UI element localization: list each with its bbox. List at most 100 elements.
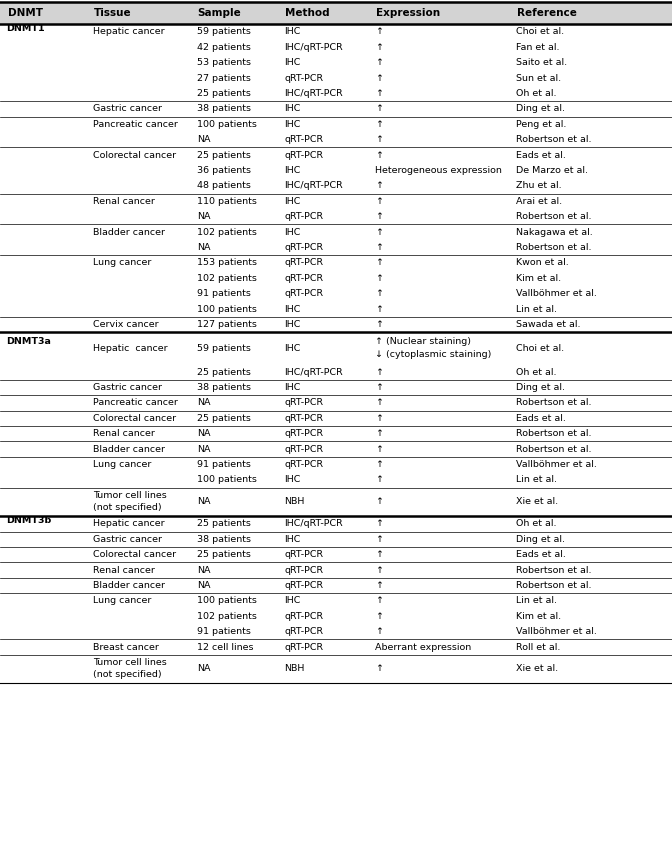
Text: qRT-PCR: qRT-PCR <box>284 289 323 298</box>
Text: Robertson et al.: Robertson et al. <box>516 399 591 407</box>
Text: Gastric cancer: Gastric cancer <box>93 105 162 113</box>
Text: ↑: ↑ <box>375 259 383 267</box>
Text: 25 patients: 25 patients <box>197 368 251 376</box>
Text: Eads et al.: Eads et al. <box>516 550 566 559</box>
Text: Robertson et al.: Robertson et al. <box>516 566 591 574</box>
Text: 25 patients: 25 patients <box>197 413 251 423</box>
Text: qRT-PCR: qRT-PCR <box>284 460 323 469</box>
Text: 36 patients: 36 patients <box>197 166 251 175</box>
Text: 153 patients: 153 patients <box>197 259 257 267</box>
Text: Colorectal cancer: Colorectal cancer <box>93 151 176 160</box>
Text: Robertson et al.: Robertson et al. <box>516 135 591 144</box>
Text: IHC: IHC <box>284 304 300 314</box>
Text: Pancreatic cancer: Pancreatic cancer <box>93 119 177 129</box>
Text: qRT-PCR: qRT-PCR <box>284 212 323 221</box>
Text: (not specified): (not specified) <box>93 503 161 511</box>
Text: 127 patients: 127 patients <box>197 320 257 329</box>
Text: Kim et al.: Kim et al. <box>516 612 561 621</box>
Text: ↑: ↑ <box>375 289 383 298</box>
Text: 110 patients: 110 patients <box>197 196 257 206</box>
Text: Renal cancer: Renal cancer <box>93 429 155 439</box>
Text: Choi et al.: Choi et al. <box>516 28 564 36</box>
Text: 27 patients: 27 patients <box>197 74 251 83</box>
Text: Heterogeneous expression: Heterogeneous expression <box>375 166 502 175</box>
Text: 48 patients: 48 patients <box>197 182 251 190</box>
Text: ↑: ↑ <box>375 413 383 423</box>
Text: ↑: ↑ <box>375 89 383 98</box>
Text: NA: NA <box>197 243 210 252</box>
Text: IHC: IHC <box>284 227 300 237</box>
Text: Tumor cell lines: Tumor cell lines <box>93 658 167 667</box>
Text: Sample: Sample <box>198 8 241 18</box>
Text: Vallböhmer et al.: Vallböhmer et al. <box>516 627 597 636</box>
Text: NBH: NBH <box>284 497 304 506</box>
Text: Peng et al.: Peng et al. <box>516 119 566 129</box>
Text: 38 patients: 38 patients <box>197 383 251 392</box>
Text: ↑: ↑ <box>375 497 383 506</box>
Text: IHC: IHC <box>284 105 300 113</box>
Text: Robertson et al.: Robertson et al. <box>516 243 591 252</box>
Text: IHC: IHC <box>284 28 300 36</box>
Text: 25 patients: 25 patients <box>197 550 251 559</box>
Text: Saito et al.: Saito et al. <box>516 58 567 67</box>
Text: Colorectal cancer: Colorectal cancer <box>93 550 176 559</box>
Text: qRT-PCR: qRT-PCR <box>284 643 323 651</box>
Text: Tissue: Tissue <box>93 8 131 18</box>
Text: 91 patients: 91 patients <box>197 627 251 636</box>
Text: IHC: IHC <box>284 383 300 392</box>
Text: NA: NA <box>197 566 210 574</box>
Text: NA: NA <box>197 429 210 439</box>
Text: ↑: ↑ <box>375 135 383 144</box>
Text: IHC: IHC <box>284 476 300 484</box>
Text: Kwon et al.: Kwon et al. <box>516 259 569 267</box>
Text: qRT-PCR: qRT-PCR <box>284 566 323 574</box>
Text: 91 patients: 91 patients <box>197 289 251 298</box>
Text: Robertson et al.: Robertson et al. <box>516 445 591 453</box>
Text: Oh et al.: Oh et al. <box>516 368 556 376</box>
Text: 100 patients: 100 patients <box>197 596 257 605</box>
Text: NA: NA <box>197 497 210 506</box>
Text: ↑: ↑ <box>375 383 383 392</box>
Text: IHC: IHC <box>284 119 300 129</box>
Text: Fan et al.: Fan et al. <box>516 42 560 52</box>
Text: IHC: IHC <box>284 343 300 353</box>
Text: 102 patients: 102 patients <box>197 273 257 283</box>
Text: NA: NA <box>197 445 210 453</box>
Text: Roll et al.: Roll et al. <box>516 643 560 651</box>
Text: 53 patients: 53 patients <box>197 58 251 67</box>
Text: Sawada et al.: Sawada et al. <box>516 320 581 329</box>
Text: Lin et al.: Lin et al. <box>516 596 557 605</box>
Text: ↑: ↑ <box>375 151 383 160</box>
Text: qRT-PCR: qRT-PCR <box>284 429 323 439</box>
Text: ↑: ↑ <box>375 519 383 529</box>
Text: 25 patients: 25 patients <box>197 151 251 160</box>
Text: Lin et al.: Lin et al. <box>516 476 557 484</box>
Text: ↑: ↑ <box>375 535 383 544</box>
Text: Arai et al.: Arai et al. <box>516 196 562 206</box>
Text: Hepatic cancer: Hepatic cancer <box>93 519 165 529</box>
Text: Oh et al.: Oh et al. <box>516 89 556 98</box>
Text: ↑: ↑ <box>375 476 383 484</box>
Text: ↑: ↑ <box>375 182 383 190</box>
Text: Hepatic  cancer: Hepatic cancer <box>93 343 167 353</box>
Text: De Marzo et al.: De Marzo et al. <box>516 166 588 175</box>
Text: ↑: ↑ <box>375 596 383 605</box>
Text: 102 patients: 102 patients <box>197 612 257 621</box>
Text: ↑: ↑ <box>375 273 383 283</box>
Text: NA: NA <box>197 399 210 407</box>
Text: IHC: IHC <box>284 596 300 605</box>
Text: ↑: ↑ <box>375 58 383 67</box>
Text: 59 patients: 59 patients <box>197 28 251 36</box>
Text: Kim et al.: Kim et al. <box>516 273 561 283</box>
Text: NA: NA <box>197 581 210 590</box>
Text: Ding et al.: Ding et al. <box>516 105 565 113</box>
Text: 100 patients: 100 patients <box>197 304 257 314</box>
Text: ↑: ↑ <box>375 368 383 376</box>
Text: Bladder cancer: Bladder cancer <box>93 581 165 590</box>
Text: Choi et al.: Choi et al. <box>516 343 564 353</box>
Text: 102 patients: 102 patients <box>197 227 257 237</box>
Text: IHC/qRT-PCR: IHC/qRT-PCR <box>284 182 343 190</box>
Text: qRT-PCR: qRT-PCR <box>284 399 323 407</box>
Text: IHC/qRT-PCR: IHC/qRT-PCR <box>284 89 343 98</box>
Text: Xie et al.: Xie et al. <box>516 664 558 674</box>
